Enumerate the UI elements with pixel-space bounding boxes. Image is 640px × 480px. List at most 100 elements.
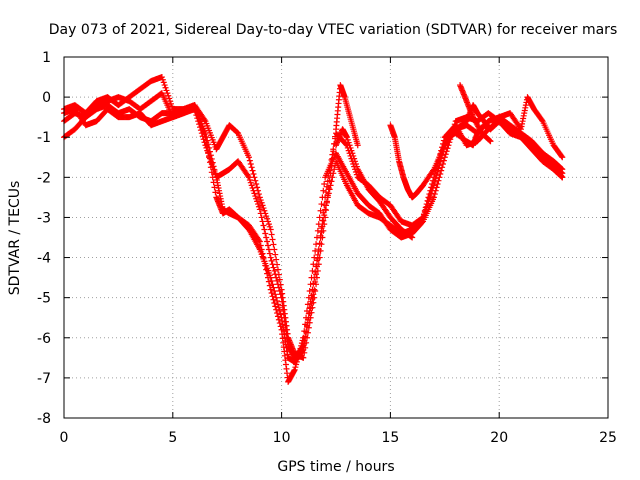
data-point xyxy=(254,184,261,191)
data-point xyxy=(421,207,428,214)
data-point xyxy=(266,282,273,289)
y-tick-label: 1 xyxy=(42,50,51,66)
data-point xyxy=(315,221,322,228)
data-point xyxy=(314,267,321,274)
data-point xyxy=(211,184,218,191)
data-point xyxy=(265,246,272,253)
y-tick-label: -2 xyxy=(37,170,51,186)
data-point xyxy=(303,339,310,346)
data-point xyxy=(194,115,201,122)
data-point xyxy=(255,201,262,208)
data-point xyxy=(318,241,325,248)
data-point xyxy=(206,155,213,162)
data-point xyxy=(165,92,172,99)
data-point xyxy=(271,300,278,307)
series-track-7 xyxy=(333,126,416,241)
data-point xyxy=(328,162,335,169)
data-point xyxy=(256,206,263,213)
y-axis: -8 -7 -6 -5 -4 -3 -2 -1 0 1 xyxy=(37,50,608,427)
data-point xyxy=(268,289,275,296)
data-point xyxy=(327,170,334,177)
data-point xyxy=(348,147,355,154)
data-point xyxy=(258,246,265,253)
data-point xyxy=(273,274,280,281)
data-point xyxy=(430,177,437,184)
data-point xyxy=(271,267,278,274)
data-point xyxy=(332,133,339,140)
data-point xyxy=(205,141,212,148)
data-point xyxy=(277,281,284,288)
data-point xyxy=(352,160,359,167)
data-point xyxy=(302,344,309,351)
data-point xyxy=(267,254,274,261)
data-point xyxy=(319,217,326,224)
data-point xyxy=(161,82,168,89)
data-point xyxy=(320,209,327,216)
data-point xyxy=(315,261,322,268)
data-point xyxy=(301,349,308,356)
data-point xyxy=(259,218,266,225)
data-point xyxy=(275,316,282,323)
y-tick-label: -4 xyxy=(37,251,51,267)
data-point xyxy=(349,150,356,157)
data-point xyxy=(259,250,266,257)
data-point xyxy=(263,213,270,220)
data-point xyxy=(313,234,320,241)
data-point xyxy=(199,133,206,140)
series-track-8 xyxy=(457,82,494,145)
data-point xyxy=(425,194,432,201)
data-point xyxy=(317,247,324,254)
data-point xyxy=(304,301,311,308)
data-point xyxy=(440,157,447,164)
data-point xyxy=(264,270,271,277)
data-point xyxy=(212,189,219,196)
data-point xyxy=(158,74,165,81)
data-point xyxy=(354,142,361,149)
y-axis-label: SDTVAR / TECUs xyxy=(7,181,23,296)
data-point xyxy=(257,197,264,204)
data-point xyxy=(255,237,262,244)
x-axis-label: GPS time / hours xyxy=(277,459,394,475)
y-tick-label: -8 xyxy=(37,411,51,427)
data-point xyxy=(420,211,427,218)
data-point xyxy=(195,118,202,125)
data-point xyxy=(261,258,268,265)
data-point xyxy=(267,226,274,233)
data-point xyxy=(247,179,254,186)
plot-frame xyxy=(63,56,609,419)
data-point xyxy=(269,236,276,243)
data-point xyxy=(558,153,565,160)
data-point xyxy=(313,281,320,288)
data-point xyxy=(311,294,318,301)
x-tick-label: 0 xyxy=(60,430,69,446)
data-point xyxy=(205,150,212,157)
data-point xyxy=(254,198,261,205)
data-point xyxy=(255,187,262,194)
data-point xyxy=(265,278,272,285)
data-point xyxy=(251,174,258,181)
data-point xyxy=(266,223,273,230)
data-point xyxy=(321,221,328,228)
data-point xyxy=(267,286,274,293)
data-point xyxy=(558,173,565,180)
data-point xyxy=(255,203,262,210)
data-point xyxy=(293,361,300,368)
data-point xyxy=(486,137,493,144)
data-point xyxy=(347,144,354,151)
data-point xyxy=(262,230,269,237)
data-point xyxy=(193,112,200,119)
data-point xyxy=(305,294,312,301)
series-track-4 xyxy=(61,82,361,361)
data-point xyxy=(345,139,352,146)
data-point xyxy=(428,184,435,191)
data-point xyxy=(430,174,437,181)
data-point xyxy=(255,191,262,198)
data-point xyxy=(262,210,269,217)
data-point xyxy=(307,281,314,288)
data-point xyxy=(272,303,279,310)
data-point xyxy=(257,242,264,249)
y-tick-label: 0 xyxy=(42,90,51,106)
data-point xyxy=(309,267,316,274)
data-point xyxy=(159,76,166,83)
data-point xyxy=(438,167,445,174)
